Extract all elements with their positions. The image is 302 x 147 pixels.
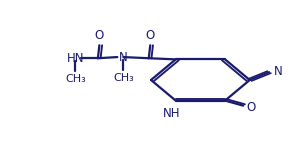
Text: N: N (274, 65, 282, 78)
Text: N: N (119, 51, 128, 64)
Text: CH₃: CH₃ (65, 74, 86, 84)
Text: O: O (146, 29, 155, 42)
Text: NH: NH (162, 107, 180, 120)
Text: CH₃: CH₃ (113, 73, 134, 83)
Text: O: O (246, 101, 255, 114)
Text: O: O (95, 29, 104, 42)
Text: HN: HN (67, 52, 84, 65)
